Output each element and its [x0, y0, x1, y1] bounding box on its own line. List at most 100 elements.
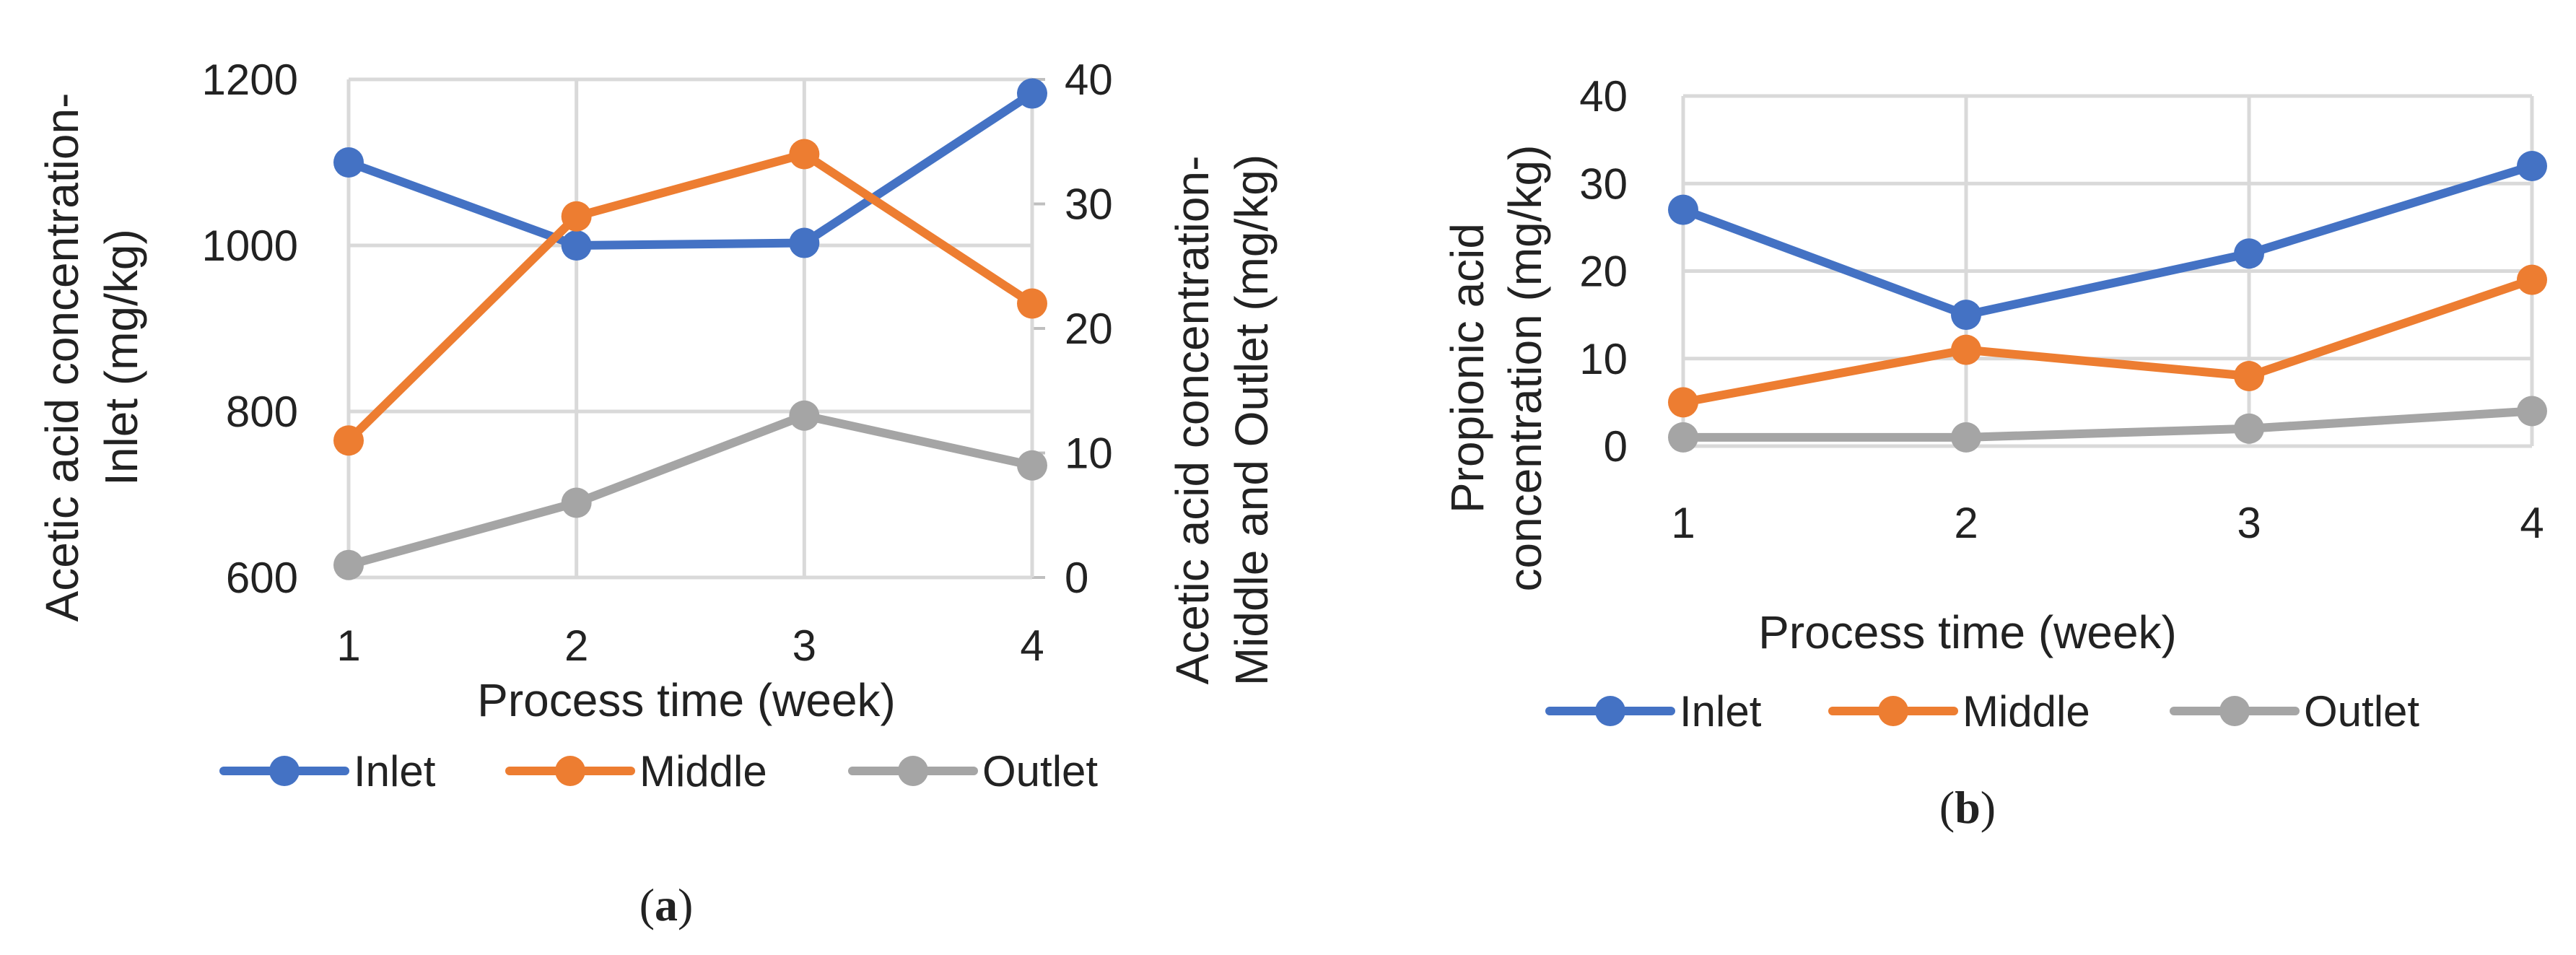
x-tick-label: 4 — [2520, 499, 2544, 547]
x-tick-label: 1 — [336, 622, 360, 670]
series-outlet — [333, 400, 1047, 580]
data-point-inlet — [1017, 78, 1047, 109]
legend-label-middle: Middle — [639, 747, 767, 795]
y-tick-label: 1200 — [202, 56, 298, 104]
x-tick-label: 2 — [1954, 499, 1978, 547]
x-tick-label: 1 — [1671, 499, 1695, 547]
series-line-outlet — [344, 411, 1036, 570]
data-point-middle — [1951, 334, 1981, 365]
legend-marker-inlet — [1595, 696, 1625, 726]
y-right-tick-label: 20 — [1065, 305, 1113, 353]
legend-item-inlet: Inlet — [1545, 687, 1762, 736]
x-tick-label: 2 — [564, 622, 588, 670]
series-line-middle — [1679, 275, 2536, 407]
y-right-tick-label: 0 — [1065, 554, 1088, 602]
data-point-outlet — [789, 400, 820, 431]
data-point-inlet — [1668, 194, 1698, 225]
y-right-tick-label: 30 — [1065, 180, 1113, 229]
data-point-outlet — [561, 487, 592, 518]
panel-label-b-letter: b — [1955, 782, 1981, 833]
series-middle — [1668, 264, 2547, 418]
data-point-inlet — [2234, 238, 2264, 269]
x-tick-label: 4 — [1020, 622, 1044, 670]
y-axis-title-left: Acetic acid concentration- Inlet (mg/kg) — [36, 93, 147, 622]
data-point-outlet — [1017, 450, 1047, 481]
data-point-outlet — [2234, 413, 2264, 444]
x-axis-title: Process time (week) — [1758, 606, 2177, 658]
series-middle — [333, 139, 1047, 456]
series-line-inlet — [344, 89, 1036, 250]
series-inlet — [333, 78, 1047, 261]
data-point-inlet — [1951, 300, 1981, 331]
legend-label-outlet: Outlet — [982, 747, 1098, 795]
y-axis-title-right-line-2: Middle and Outlet (mg/kg) — [1226, 154, 1278, 686]
chart-panel-b: 0 10 20 30 40 1 2 3 4 Process time (week) Propio… — [1441, 72, 2547, 833]
data-point-outlet — [333, 549, 364, 580]
data-point-middle — [561, 201, 592, 232]
y-axis-title-line-2: concentration (mg/kg) — [1499, 145, 1551, 592]
data-point-outlet — [1951, 422, 1981, 453]
legend-marker-middle — [1878, 696, 1908, 726]
panel-label-a-letter: a — [655, 879, 678, 930]
legend-label-middle: Middle — [1962, 687, 2090, 736]
y-axis-title-left-line-1: Acetic acid concentration- — [36, 93, 88, 622]
y-axis-title-right: Acetic acid concentration- Middle and Ou… — [1166, 154, 1278, 686]
y-axis-title-line-1: Propionic acid — [1441, 223, 1493, 513]
legend-item-outlet: Outlet — [2170, 687, 2419, 736]
series-line-outlet — [1679, 406, 2536, 442]
x-axis-title: Process time (week) — [477, 674, 896, 726]
y-tick-label: 40 — [1579, 72, 1628, 121]
data-point-middle — [1668, 387, 1698, 418]
panel-label-a: (a) — [639, 879, 694, 930]
data-point-middle — [2234, 361, 2264, 391]
y-tick-label: 800 — [226, 388, 298, 436]
data-point-inlet — [2517, 151, 2547, 181]
legend-item-middle: Middle — [1828, 687, 2090, 736]
data-point-inlet — [789, 227, 820, 258]
y-tick-label: 30 — [1579, 160, 1628, 208]
legend: Inlet Middle Outlet — [219, 747, 1098, 795]
y-tick-label: 10 — [1579, 335, 1628, 383]
y-axis-title: Propionic acid concentration (mg/kg) — [1441, 145, 1551, 592]
legend-marker-outlet — [898, 756, 928, 786]
tick-labels: 0 10 20 30 40 1 2 3 4 — [1579, 72, 2544, 547]
y-right-tick-label: 40 — [1065, 56, 1113, 104]
y-right-tick-label: 10 — [1065, 429, 1113, 478]
chart-panel-a: 600 800 1000 1200 0 10 20 30 40 1 2 3 4 Process time… — [36, 56, 1278, 930]
data-point-middle — [333, 425, 364, 456]
data-point-middle — [789, 139, 820, 170]
grid — [1681, 94, 2534, 448]
legend-label-outlet: Outlet — [2304, 687, 2419, 736]
series-lines — [333, 78, 1047, 580]
data-point-outlet — [1668, 422, 1698, 453]
legend-item-middle: Middle — [505, 747, 767, 795]
legend-label-inlet: Inlet — [1680, 687, 1762, 736]
data-point-inlet — [561, 230, 592, 261]
series-lines — [1668, 151, 2547, 453]
data-point-middle — [2517, 264, 2547, 295]
legend-item-outlet: Outlet — [848, 747, 1098, 795]
y-axis-title-left-line-2: Inlet (mg/kg) — [95, 229, 147, 486]
panel-label-b: (b) — [1939, 782, 1996, 833]
y-tick-label: 600 — [226, 554, 298, 602]
legend-label-inlet: Inlet — [354, 747, 436, 795]
data-point-inlet — [333, 147, 364, 178]
legend-marker-outlet — [2219, 696, 2250, 726]
data-point-outlet — [2517, 396, 2547, 427]
series-outlet — [1668, 396, 2547, 453]
y-tick-label: 1000 — [202, 222, 298, 270]
legend-marker-middle — [555, 756, 585, 786]
y-tick-label: 0 — [1604, 422, 1628, 471]
y-tick-label: 20 — [1579, 248, 1628, 296]
legend-marker-inlet — [269, 756, 300, 786]
legend-item-inlet: Inlet — [219, 747, 436, 795]
series-inlet — [1668, 151, 2547, 331]
series-line-middle — [344, 149, 1036, 445]
tick-labels: 600 800 1000 1200 0 10 20 30 40 1 2 3 4 — [202, 56, 1113, 670]
legend: Inlet Middle Outlet — [1545, 687, 2419, 736]
data-point-middle — [1017, 288, 1047, 319]
x-tick-label: 3 — [793, 622, 816, 670]
y-axis-title-right-line-1: Acetic acid concentration- — [1166, 156, 1218, 685]
x-tick-label: 3 — [2237, 499, 2261, 547]
